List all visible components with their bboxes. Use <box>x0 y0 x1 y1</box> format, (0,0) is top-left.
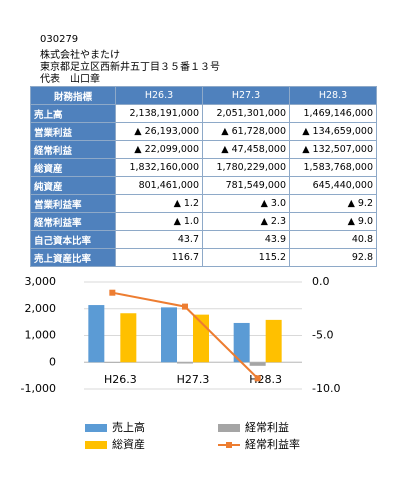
cell: 1,832,160,000 <box>116 159 203 177</box>
legend-swatch <box>85 441 107 449</box>
cell: 1,583,768,000 <box>290 159 377 177</box>
cell: 1,780,229,000 <box>203 159 290 177</box>
cell: 116.7 <box>116 249 203 267</box>
bar <box>177 362 193 363</box>
table-row: 自己資本比率43.743.940.8 <box>31 231 377 249</box>
y-tick-label: -1,000 <box>21 382 56 395</box>
cell: ▲ 134,659,000 <box>290 123 377 141</box>
chart: -1,000 0 1,000 2,000 3,000 -10.0 -5.0 0.0 H26.3 H… <box>0 270 410 480</box>
cell: 2,138,191,000 <box>116 105 203 123</box>
financial-table: 財務指標H26.3H27.3H28.3売上高2,138,191,0002,051… <box>30 86 377 267</box>
bar <box>161 307 177 362</box>
cell: ▲ 9.2 <box>290 195 377 213</box>
cell: 92.8 <box>290 249 377 267</box>
row-label: 財務指標 <box>31 87 116 105</box>
legend-label: 経常利益 <box>245 420 289 434</box>
bar <box>120 313 136 362</box>
table-row: 総資産1,832,160,0001,780,229,0001,583,768,0… <box>31 159 377 177</box>
row-label: 総資産 <box>31 159 116 177</box>
cell: 645,440,000 <box>290 177 377 195</box>
cell: H27.3 <box>203 87 290 105</box>
line-marker <box>182 304 188 310</box>
table-row: 経常利益▲ 22,099,000▲ 47,458,000▲ 132,507,00… <box>31 141 377 159</box>
y-tick-label: 2,000 <box>25 302 57 315</box>
cell: ▲ 9.0 <box>290 213 377 231</box>
code: 030279 <box>40 34 78 45</box>
row-label: 経常利益率 <box>31 213 116 231</box>
row-label: 自己資本比率 <box>31 231 116 249</box>
legend-label: 総資産 <box>112 437 145 451</box>
cell: 115.2 <box>203 249 290 267</box>
cell: ▲ 2.3 <box>203 213 290 231</box>
row-label: 営業利益 <box>31 123 116 141</box>
bar <box>104 362 120 363</box>
line-marker <box>255 375 261 381</box>
cell: H26.3 <box>116 87 203 105</box>
cell: H28.3 <box>290 87 377 105</box>
bar <box>250 362 266 366</box>
legend-marker <box>226 442 232 448</box>
y2-tick-label: -10.0 <box>312 382 340 395</box>
cell: 801,461,000 <box>116 177 203 195</box>
y-tick-label: 3,000 <box>25 275 57 288</box>
x-tick-label: H26.3 <box>104 373 137 386</box>
table-row: 売上高2,138,191,0002,051,301,0001,469,146,0… <box>31 105 377 123</box>
line-marker <box>109 290 115 296</box>
cell: ▲ 3.0 <box>203 195 290 213</box>
page: 030279 株式会社やまたけ 東京都足立区西新井五丁目３５番１３号 代表 山口… <box>0 0 410 480</box>
cell: 1,469,146,000 <box>290 105 377 123</box>
bar <box>88 305 104 362</box>
legend-swatch <box>85 424 107 432</box>
bar <box>266 320 282 362</box>
row-label: 経常利益 <box>31 141 116 159</box>
table-row: 財務指標H26.3H27.3H28.3 <box>31 87 377 105</box>
table-row: 純資産801,461,000781,549,000645,440,000 <box>31 177 377 195</box>
table-row: 営業利益率▲ 1.2▲ 3.0▲ 9.2 <box>31 195 377 213</box>
cell: 43.9 <box>203 231 290 249</box>
cell: ▲ 61,728,000 <box>203 123 290 141</box>
row-label: 営業利益率 <box>31 195 116 213</box>
cell: ▲ 26,193,000 <box>116 123 203 141</box>
x-tick-label: H27.3 <box>177 373 210 386</box>
cell: 40.8 <box>290 231 377 249</box>
cell: ▲ 47,458,000 <box>203 141 290 159</box>
y2-tick-label: -5.0 <box>312 329 333 342</box>
cell: ▲ 22,099,000 <box>116 141 203 159</box>
y-tick-label: 0 <box>49 355 56 368</box>
cell: 43.7 <box>116 231 203 249</box>
cell: ▲ 1.2 <box>116 195 203 213</box>
cell: 781,549,000 <box>203 177 290 195</box>
legend-label: 経常利益率 <box>245 437 300 451</box>
y2-tick-label: 0.0 <box>312 275 330 288</box>
y-tick-label: 1,000 <box>25 329 57 342</box>
row-label: 売上資産比率 <box>31 249 116 267</box>
cell: ▲ 1.0 <box>116 213 203 231</box>
row-label: 売上高 <box>31 105 116 123</box>
row-label: 純資産 <box>31 177 116 195</box>
legend-label: 売上高 <box>112 420 145 434</box>
cell: ▲ 132,507,000 <box>290 141 377 159</box>
representative: 代表 山口章 <box>40 70 100 85</box>
table-row: 経常利益率▲ 1.0▲ 2.3▲ 9.0 <box>31 213 377 231</box>
table-row: 売上資産比率116.7115.292.8 <box>31 249 377 267</box>
legend-swatch <box>218 424 240 432</box>
table-row: 営業利益▲ 26,193,000▲ 61,728,000▲ 134,659,00… <box>31 123 377 141</box>
cell: 2,051,301,000 <box>203 105 290 123</box>
